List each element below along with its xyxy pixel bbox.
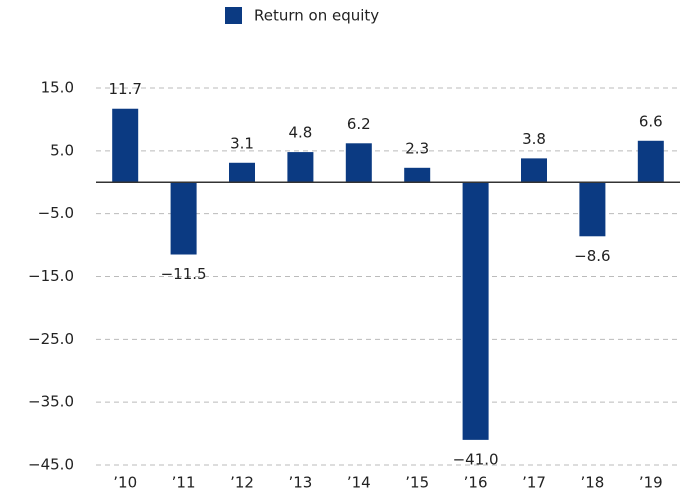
value-label: 4.8: [288, 124, 312, 142]
bar: [462, 182, 489, 440]
value-label: 3.8: [522, 130, 546, 148]
x-tick-label: ’19: [639, 474, 663, 492]
value-label: −8.6: [574, 247, 610, 265]
y-tick-label: −25.0: [28, 330, 74, 348]
value-label: 2.3: [405, 139, 429, 157]
value-label: −11.5: [161, 265, 207, 283]
value-label: 11.7: [108, 80, 141, 98]
bar: [637, 140, 664, 183]
value-label: −41.0: [453, 450, 499, 468]
value-label: 6.6: [639, 112, 663, 130]
y-tick-label: −5.0: [38, 204, 74, 222]
value-label: 3.1: [230, 134, 254, 152]
bar: [521, 158, 547, 183]
bar: [170, 182, 197, 255]
x-tick-label: ’15: [405, 474, 429, 492]
bar: [579, 182, 606, 237]
x-tick-label: ’14: [347, 474, 371, 492]
x-tick-label: ’16: [464, 474, 488, 492]
bar: [229, 162, 255, 183]
y-tick-label: −45.0: [28, 456, 74, 474]
bar: [404, 167, 431, 183]
y-tick-label: −35.0: [28, 393, 74, 411]
bar: [345, 143, 372, 183]
x-tick-label: ’18: [580, 474, 604, 492]
x-tick-label: ’12: [230, 474, 254, 492]
bar: [112, 108, 139, 183]
y-tick-label: 5.0: [50, 141, 74, 159]
legend-label: Return on equity: [254, 7, 379, 25]
x-tick-label: ’17: [522, 474, 546, 492]
value-label: 6.2: [347, 115, 371, 133]
x-tick-label: ’11: [172, 474, 196, 492]
legend-swatch: [225, 7, 242, 24]
bar: [287, 152, 314, 183]
x-tick-label: ’13: [288, 474, 312, 492]
y-tick-label: −15.0: [28, 267, 74, 285]
y-tick-label: 15.0: [41, 79, 74, 97]
x-tick-label: ’10: [113, 474, 137, 492]
